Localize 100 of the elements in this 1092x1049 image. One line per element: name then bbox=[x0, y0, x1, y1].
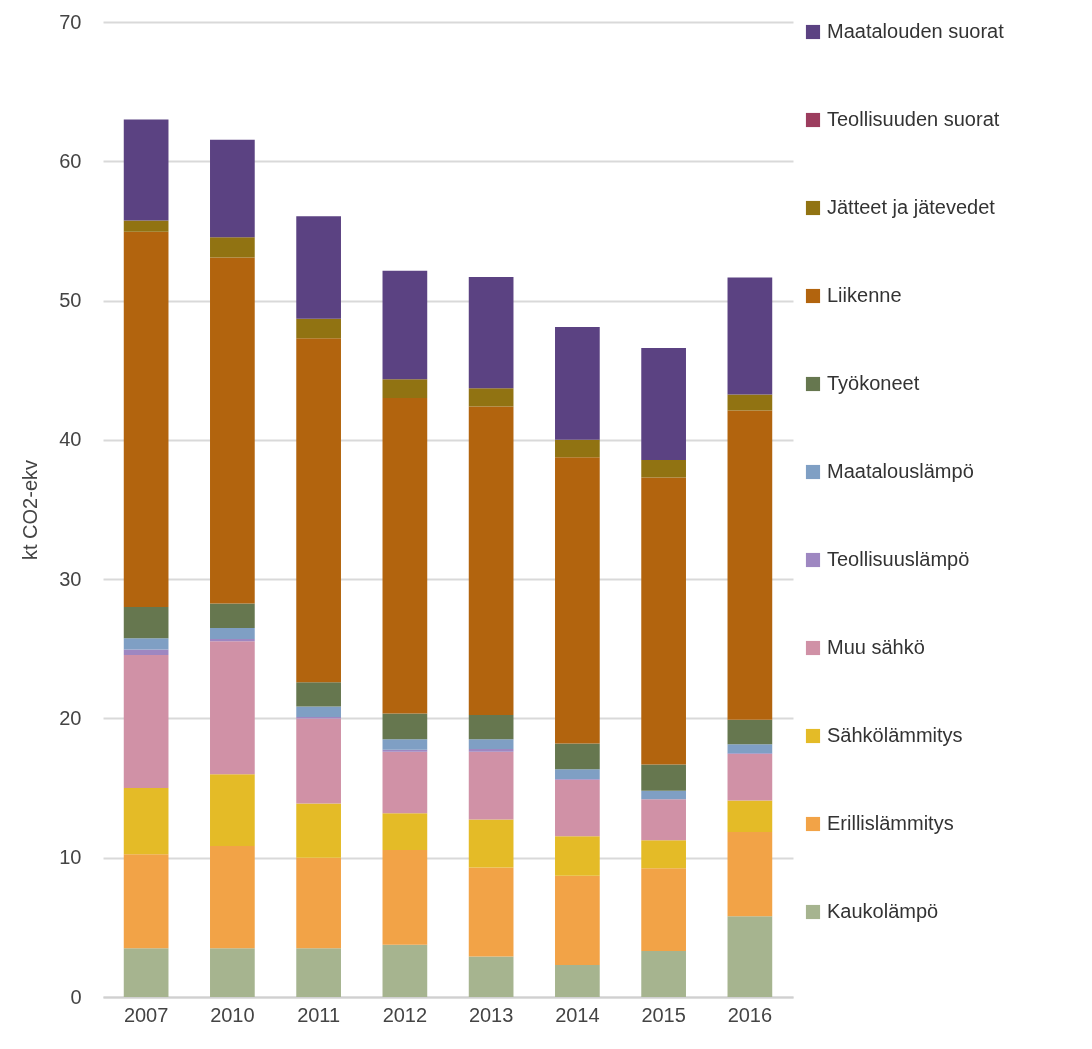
bar bbox=[123, 231, 169, 607]
bar bbox=[468, 867, 514, 957]
legend-label: Erillislämmitys bbox=[827, 812, 954, 834]
bar bbox=[382, 749, 428, 752]
x-tick-label: 2007 bbox=[123, 1003, 169, 1026]
bar bbox=[296, 718, 341, 804]
bar bbox=[468, 276, 514, 389]
bar bbox=[555, 769, 600, 780]
bar bbox=[727, 277, 773, 395]
bar bbox=[468, 751, 514, 820]
bar bbox=[468, 739, 514, 750]
bar bbox=[210, 845, 255, 949]
bar bbox=[123, 119, 169, 221]
bar bbox=[468, 714, 514, 740]
legend-label: Sähkölämmitys bbox=[827, 724, 963, 746]
x-tick-label: 2016 bbox=[727, 1003, 773, 1026]
bar bbox=[727, 719, 773, 745]
bar bbox=[296, 803, 341, 858]
bar bbox=[296, 682, 341, 707]
bar bbox=[555, 836, 600, 876]
bar bbox=[296, 338, 341, 683]
bar bbox=[382, 713, 428, 740]
bar bbox=[555, 743, 600, 770]
bar bbox=[641, 868, 686, 952]
y-tick-label: 60 bbox=[59, 149, 82, 172]
bar bbox=[727, 744, 773, 754]
bar bbox=[210, 774, 255, 846]
bar bbox=[382, 850, 428, 945]
bar bbox=[123, 948, 169, 997]
legend-label: Teollisuuslämpö bbox=[827, 548, 970, 570]
y-tick-label: 30 bbox=[59, 567, 82, 590]
bar bbox=[210, 603, 255, 628]
bar bbox=[641, 460, 686, 478]
legend-label: Työkoneet bbox=[827, 372, 920, 394]
bar bbox=[641, 840, 686, 869]
bar bbox=[641, 347, 686, 461]
bar bbox=[641, 799, 686, 841]
y-axis-title: kt CO2-ekv bbox=[19, 459, 42, 561]
bar bbox=[210, 257, 255, 604]
bar bbox=[641, 951, 686, 997]
bar bbox=[727, 394, 773, 411]
bar bbox=[641, 477, 686, 765]
bar bbox=[555, 779, 600, 837]
bar bbox=[555, 875, 600, 965]
bar bbox=[468, 956, 514, 997]
bar bbox=[296, 857, 341, 949]
y-tick-label: 50 bbox=[59, 289, 82, 312]
bar bbox=[210, 139, 255, 238]
legend-label: Maatalouslämpö bbox=[827, 460, 974, 482]
bar bbox=[123, 638, 169, 650]
y-tick-label: 40 bbox=[59, 428, 82, 451]
x-tick-label: 2010 bbox=[210, 1003, 255, 1026]
bar bbox=[555, 457, 600, 744]
bar bbox=[382, 398, 428, 714]
bar bbox=[382, 379, 428, 399]
bar bbox=[382, 739, 428, 750]
bar bbox=[641, 790, 686, 800]
bar bbox=[210, 237, 255, 258]
bar bbox=[468, 819, 514, 868]
bar bbox=[382, 944, 428, 997]
x-tick-label: 2012 bbox=[382, 1003, 428, 1026]
bar bbox=[296, 706, 341, 718]
bar bbox=[555, 327, 600, 440]
bar bbox=[123, 854, 169, 949]
legend-label: Jätteet ja jätevedet bbox=[827, 196, 996, 218]
bar bbox=[210, 639, 255, 642]
bar bbox=[210, 627, 255, 640]
bar bbox=[382, 270, 428, 380]
legend-label: Muu sähkö bbox=[827, 636, 925, 658]
bar bbox=[555, 439, 600, 458]
bar bbox=[210, 641, 255, 775]
bar bbox=[468, 406, 514, 715]
bar bbox=[382, 751, 428, 814]
bar bbox=[555, 964, 600, 997]
legend-label: Teollisuuden suorat bbox=[827, 108, 1000, 130]
bar bbox=[727, 753, 773, 801]
bar bbox=[727, 800, 773, 832]
bar bbox=[210, 948, 255, 997]
y-tick-label: 0 bbox=[70, 985, 82, 1008]
bar bbox=[641, 764, 686, 791]
legend-label: Liikenne bbox=[827, 284, 902, 306]
bar bbox=[727, 831, 773, 917]
bar bbox=[123, 220, 169, 232]
bar bbox=[727, 916, 773, 997]
legend-label: Kaukolämpö bbox=[827, 900, 939, 922]
bar bbox=[296, 318, 341, 339]
bar bbox=[296, 948, 341, 997]
legend-label: Maatalouden suorat bbox=[827, 20, 1005, 42]
y-tick-label: 10 bbox=[59, 846, 82, 869]
bar bbox=[123, 607, 169, 639]
bar bbox=[123, 655, 169, 789]
x-tick-label: 2013 bbox=[468, 1003, 514, 1026]
bar bbox=[468, 388, 514, 407]
bar bbox=[727, 410, 773, 720]
bar bbox=[123, 649, 169, 656]
bar bbox=[468, 749, 514, 752]
x-tick-label: 2015 bbox=[641, 1003, 686, 1026]
x-tick-label: 2014 bbox=[555, 1003, 600, 1026]
bar bbox=[296, 216, 341, 319]
bar bbox=[123, 788, 169, 855]
